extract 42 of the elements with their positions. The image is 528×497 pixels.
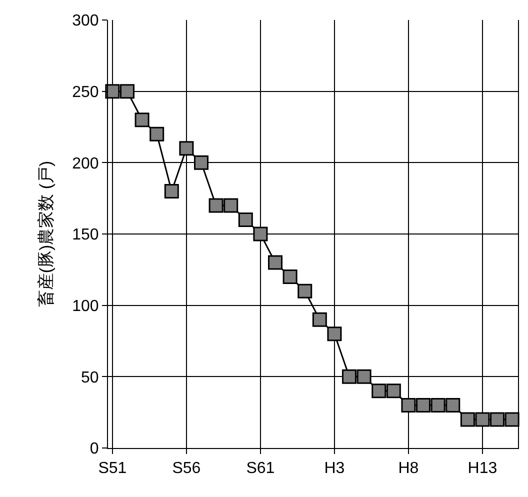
y-axis-title: 畜産(豚)農家数 (戸) — [36, 160, 56, 308]
point — [208, 198, 224, 213]
point — [253, 226, 268, 242]
point — [120, 84, 134, 99]
x-tick-label: S61 — [246, 460, 275, 478]
point — [504, 412, 520, 427]
point — [327, 326, 342, 342]
point — [238, 212, 253, 227]
x-tick-label: S51 — [98, 460, 127, 478]
point — [490, 412, 505, 427]
point — [446, 398, 460, 412]
point — [475, 412, 490, 427]
y-tick-label: 0 — [90, 440, 99, 458]
y-tick-label: 150 — [72, 226, 99, 244]
point — [342, 369, 357, 384]
y-tick-label: 100 — [72, 298, 99, 315]
y-tick-label: 300 — [72, 12, 99, 30]
point — [386, 384, 401, 398]
point — [164, 184, 179, 198]
x-tick-label: H3 — [324, 460, 345, 478]
point — [224, 198, 238, 213]
point — [150, 126, 164, 142]
x-tick-label: S56 — [172, 460, 201, 478]
point — [460, 412, 475, 427]
point — [268, 255, 283, 270]
point — [356, 369, 372, 384]
y-tick-label: 50 — [81, 369, 99, 386]
y-tick-label: 200 — [72, 155, 99, 172]
x-tick-label: H13 — [468, 460, 498, 478]
point — [416, 398, 431, 412]
point — [372, 384, 386, 398]
point — [401, 398, 416, 412]
point — [179, 141, 194, 156]
point — [298, 284, 312, 298]
point — [134, 112, 150, 128]
point — [312, 312, 327, 327]
point — [194, 155, 208, 170]
y-tick-label: 250 — [72, 84, 99, 101]
point — [282, 270, 298, 284]
point — [430, 398, 446, 412]
x-tick-label: H8 — [398, 460, 419, 478]
point — [105, 84, 120, 99]
